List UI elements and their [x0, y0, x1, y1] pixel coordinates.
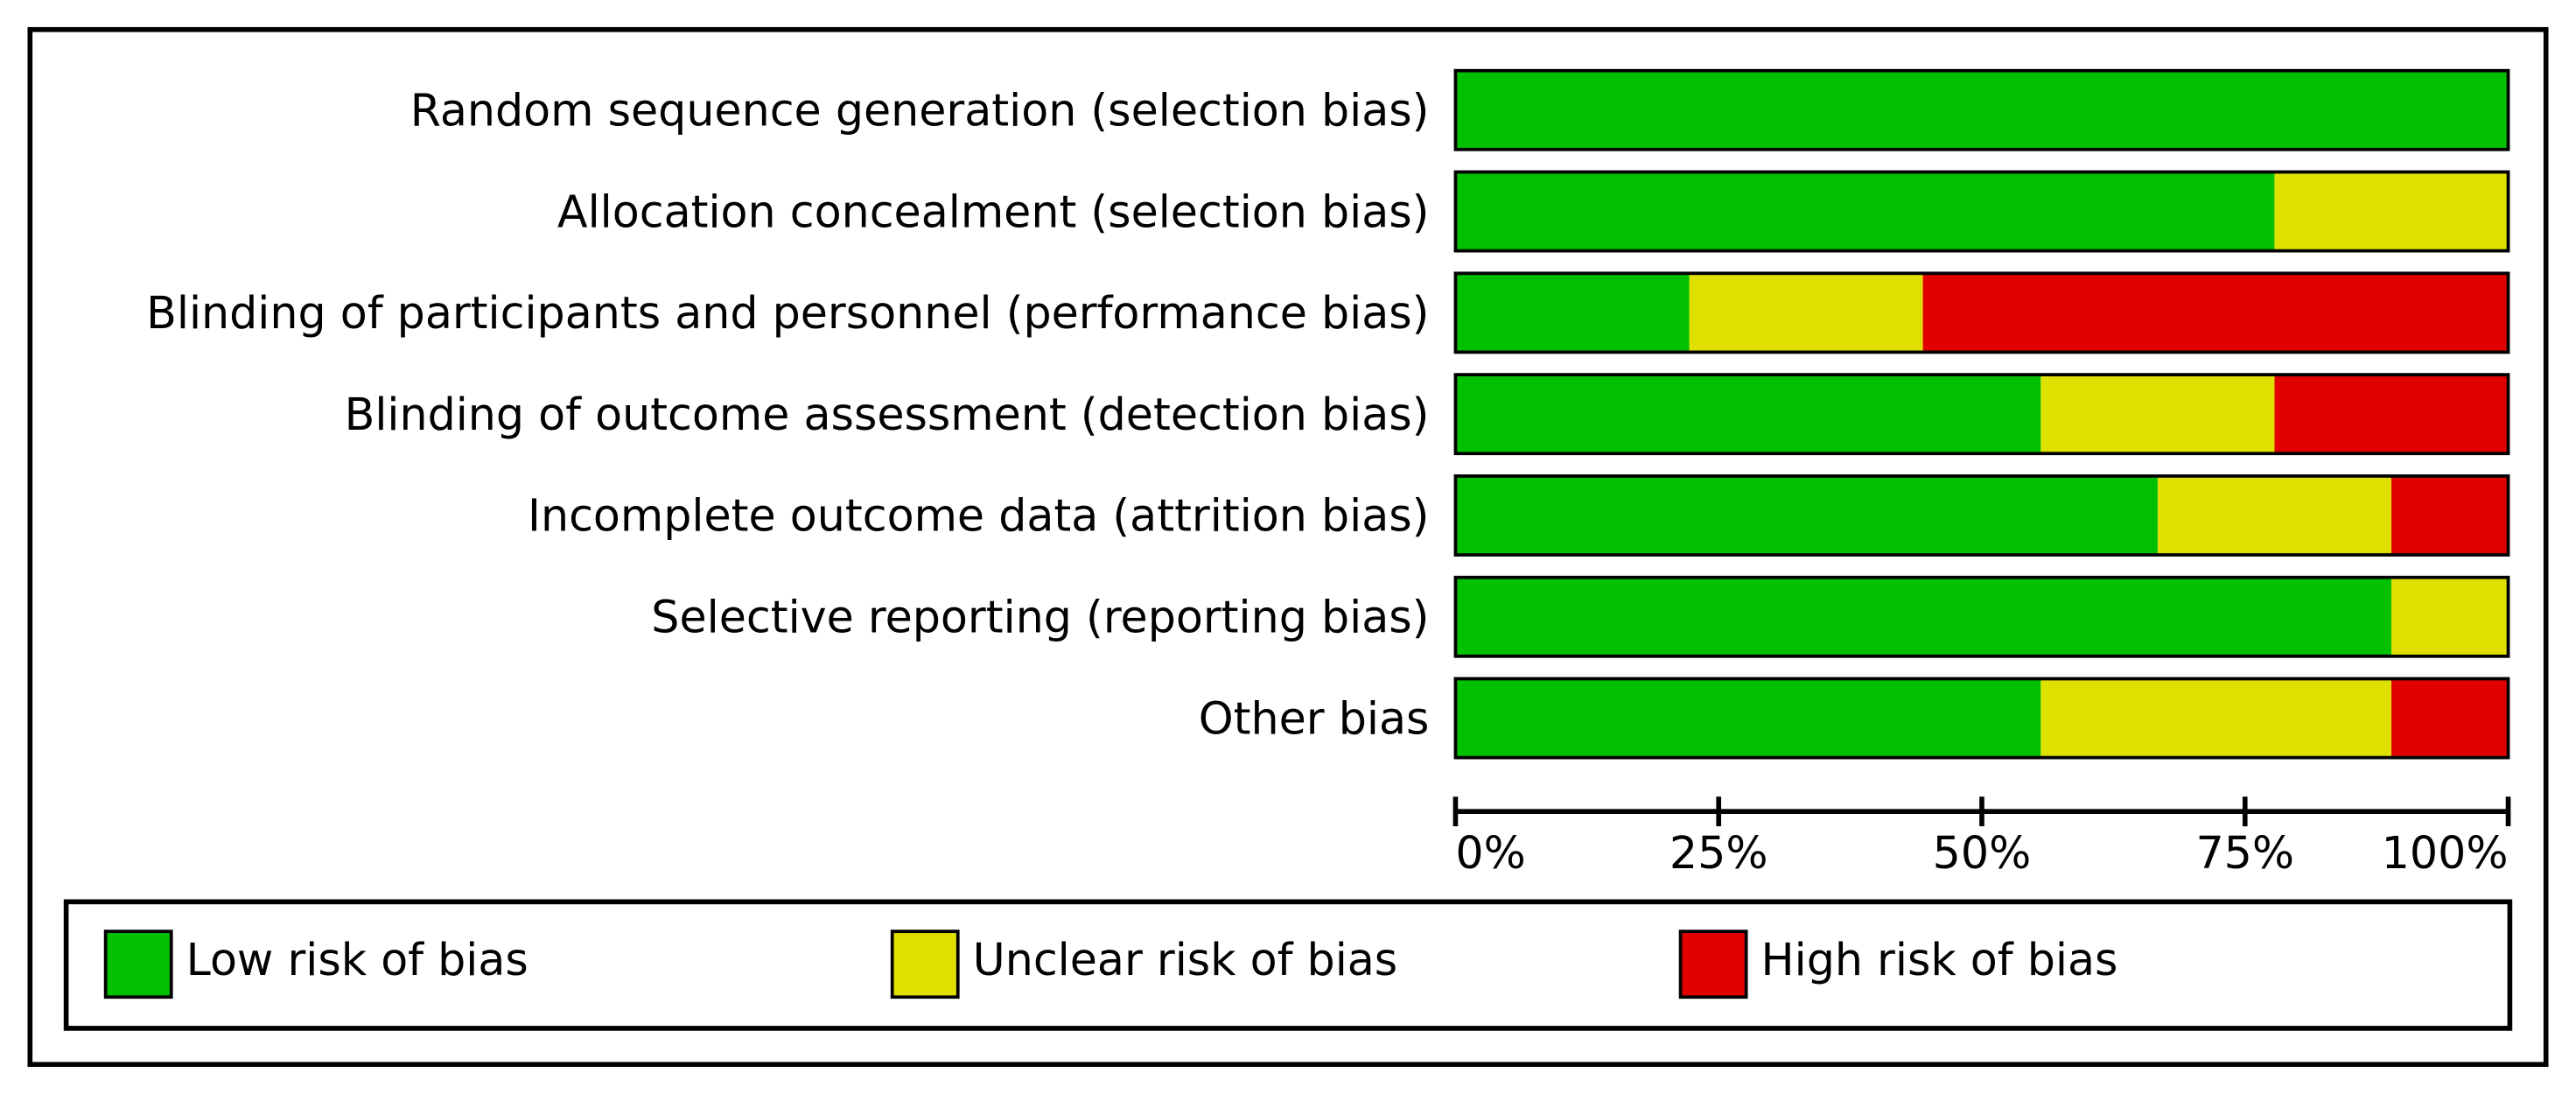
bar-segment	[2274, 375, 2509, 454]
legend-box	[63, 899, 2513, 1031]
bar-outline	[1453, 677, 2510, 760]
x-tick-label: 75%	[2195, 827, 2294, 879]
bar-outline	[1453, 373, 2510, 456]
bar-segment	[1455, 273, 1690, 353]
bar-outline	[1453, 271, 2510, 354]
category-label: Selective reporting (reporting bias)	[651, 592, 1429, 643]
x-tick-label: 100%	[2382, 827, 2509, 879]
bar-segment	[1455, 70, 2509, 150]
legend-swatch	[1678, 929, 1748, 999]
x-tick-label: 25%	[1670, 827, 1768, 879]
category-label: Random sequence generation (selection bi…	[410, 85, 1430, 137]
category-label: Allocation concealment (selection bias)	[557, 186, 1429, 237]
category-label: Blinding of outcome assessment (detectio…	[345, 389, 1430, 440]
bar-outline	[1453, 170, 2510, 253]
x-tick-label: 0%	[1455, 827, 1525, 879]
bar-segment	[2390, 678, 2509, 758]
bar-segment	[1689, 273, 1923, 353]
legend-label: Low risk of bias	[186, 934, 528, 985]
category-label: Blinding of participants and personnel (…	[146, 287, 1429, 339]
legend-label: Unclear risk of bias	[973, 934, 1398, 985]
category-label: Incomplete outcome data (attrition bias)	[528, 490, 1429, 542]
legend-label: High risk of bias	[1761, 934, 2118, 985]
bar-outline	[1453, 575, 2510, 658]
bar-segment	[2390, 577, 2509, 656]
bar-segment	[2040, 678, 2391, 758]
legend-swatch	[103, 929, 173, 999]
legend-swatch	[890, 929, 960, 999]
bar-outline	[1453, 68, 2510, 151]
bar-segment	[1455, 172, 2275, 251]
bar-segment	[1455, 375, 2041, 454]
bar-segment	[2274, 172, 2509, 251]
bar-segment	[2157, 475, 2391, 556]
bar-segment	[2040, 375, 2275, 454]
category-label: Other bias	[1199, 692, 1430, 744]
x-tick-label: 50%	[1933, 827, 2032, 879]
bar-segment	[1455, 475, 2158, 556]
bar-segment	[1455, 577, 2391, 656]
bar-outline	[1453, 474, 2510, 557]
bar-segment	[1922, 273, 2509, 353]
bar-segment	[1455, 678, 2041, 758]
bar-segment	[2390, 475, 2509, 556]
